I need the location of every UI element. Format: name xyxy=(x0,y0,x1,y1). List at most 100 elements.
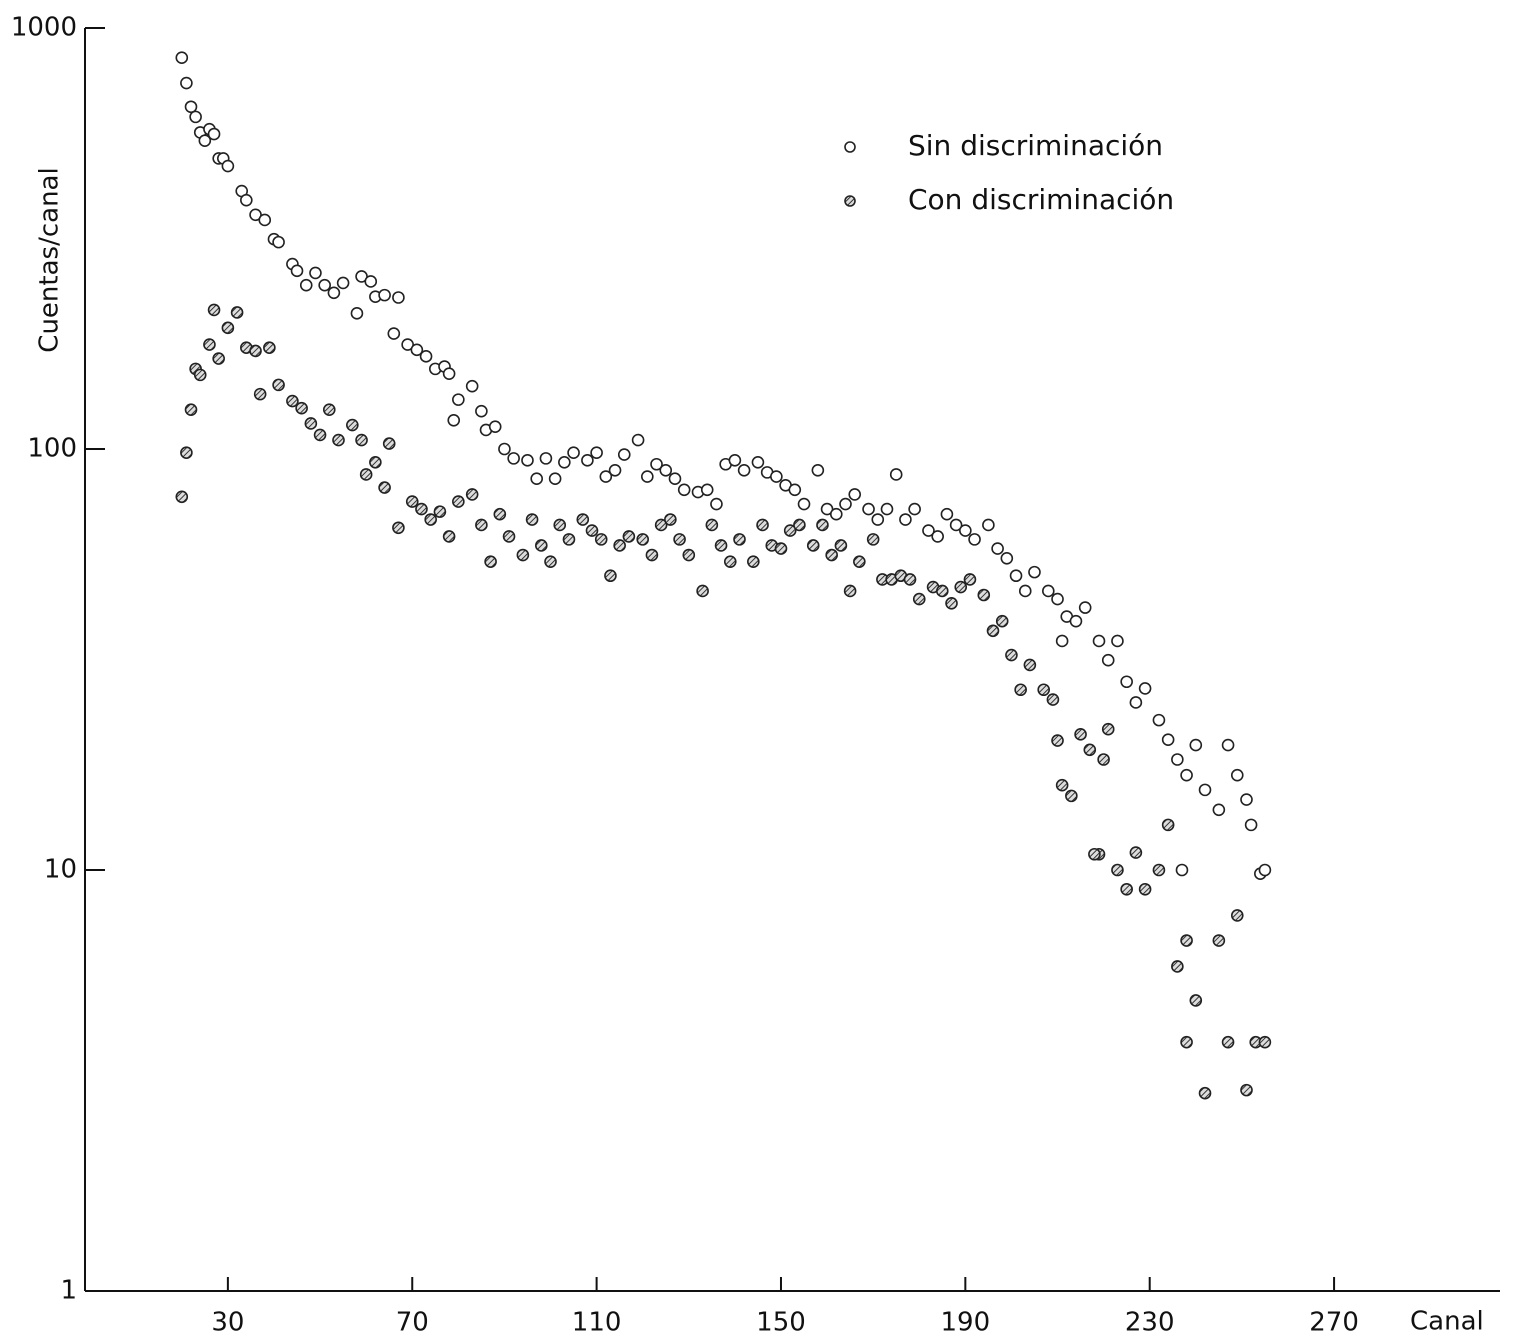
point xyxy=(475,404,488,418)
point xyxy=(995,614,1009,628)
point xyxy=(1152,863,1166,877)
point xyxy=(700,483,714,497)
x-tick-label: 270 xyxy=(1309,1308,1359,1338)
point xyxy=(304,417,318,430)
point xyxy=(175,51,189,65)
point xyxy=(184,403,198,416)
point xyxy=(1258,1035,1272,1049)
point xyxy=(723,555,737,568)
point xyxy=(484,555,497,568)
x-tick-label: 150 xyxy=(756,1308,806,1338)
point xyxy=(1171,960,1184,973)
point xyxy=(516,548,530,562)
point xyxy=(207,303,221,317)
point xyxy=(539,452,553,465)
point xyxy=(968,533,981,546)
point xyxy=(272,378,285,392)
point xyxy=(1198,783,1212,797)
point xyxy=(1042,584,1055,598)
point xyxy=(447,413,461,427)
x-tick-label: 70 xyxy=(396,1308,429,1338)
point xyxy=(829,507,843,521)
point xyxy=(203,338,216,351)
point xyxy=(359,468,373,481)
point xyxy=(1180,768,1193,782)
y-tick-label: 100 xyxy=(27,434,77,464)
point xyxy=(387,327,401,340)
point xyxy=(1055,634,1069,648)
point xyxy=(369,455,382,469)
point xyxy=(820,502,834,516)
point xyxy=(705,518,719,532)
point xyxy=(903,573,917,586)
point xyxy=(1258,863,1272,877)
point xyxy=(240,193,253,207)
point xyxy=(834,539,848,552)
point xyxy=(945,597,958,610)
point xyxy=(442,530,456,543)
point xyxy=(221,321,235,335)
point xyxy=(415,502,428,516)
legend-label: Con discriminación xyxy=(908,183,1174,216)
point xyxy=(207,127,221,141)
point xyxy=(544,555,557,568)
point xyxy=(751,455,765,469)
point xyxy=(392,521,405,535)
point xyxy=(175,490,189,504)
point xyxy=(488,420,502,433)
point xyxy=(1069,614,1083,628)
point xyxy=(622,530,636,543)
point xyxy=(1051,592,1064,606)
x-tick-label: 30 xyxy=(211,1308,244,1338)
point xyxy=(405,495,419,508)
point xyxy=(991,542,1004,555)
point xyxy=(1240,793,1253,806)
point xyxy=(419,350,433,363)
point xyxy=(664,513,677,526)
y-tick-label: 1 xyxy=(60,1276,77,1306)
point xyxy=(184,100,198,114)
point xyxy=(452,393,465,406)
point xyxy=(350,307,364,320)
point xyxy=(286,394,299,408)
x-tick-label: 230 xyxy=(1125,1308,1175,1338)
point xyxy=(1051,734,1064,747)
y-axis-label: Cuentas/canal xyxy=(35,167,65,352)
point xyxy=(553,518,567,532)
point xyxy=(378,288,391,302)
point xyxy=(465,488,479,501)
legend-marker xyxy=(844,195,856,207)
point xyxy=(1230,909,1244,922)
point xyxy=(1009,569,1023,583)
point xyxy=(954,580,968,594)
y-tick-label: 1000 xyxy=(11,13,77,43)
point xyxy=(249,344,262,358)
point xyxy=(811,464,825,477)
x-tick-label: 110 xyxy=(572,1308,622,1338)
point xyxy=(825,548,838,562)
point xyxy=(1120,675,1133,689)
point xyxy=(1175,863,1189,877)
point xyxy=(696,584,709,598)
point xyxy=(599,470,613,483)
point xyxy=(613,539,626,552)
point xyxy=(986,624,1000,638)
point xyxy=(806,539,820,552)
x-axis-label: Canal xyxy=(1410,1307,1484,1337)
point xyxy=(309,266,322,280)
point xyxy=(332,433,345,447)
point xyxy=(728,454,742,467)
point xyxy=(843,584,857,598)
point xyxy=(1129,696,1143,709)
point xyxy=(604,569,617,583)
point xyxy=(1111,863,1124,877)
point xyxy=(1161,818,1175,832)
point xyxy=(212,352,225,365)
point xyxy=(318,278,331,292)
point xyxy=(774,542,788,555)
point xyxy=(581,454,594,467)
point xyxy=(636,533,650,546)
point xyxy=(1138,882,1152,896)
point xyxy=(594,533,608,546)
